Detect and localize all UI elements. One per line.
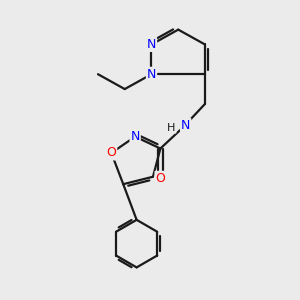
Text: H: H xyxy=(167,123,176,133)
Text: N: N xyxy=(147,68,156,81)
Text: O: O xyxy=(106,146,116,160)
Text: N: N xyxy=(130,130,140,143)
Text: N: N xyxy=(147,38,156,51)
Text: N: N xyxy=(181,119,190,132)
Text: O: O xyxy=(155,172,165,185)
